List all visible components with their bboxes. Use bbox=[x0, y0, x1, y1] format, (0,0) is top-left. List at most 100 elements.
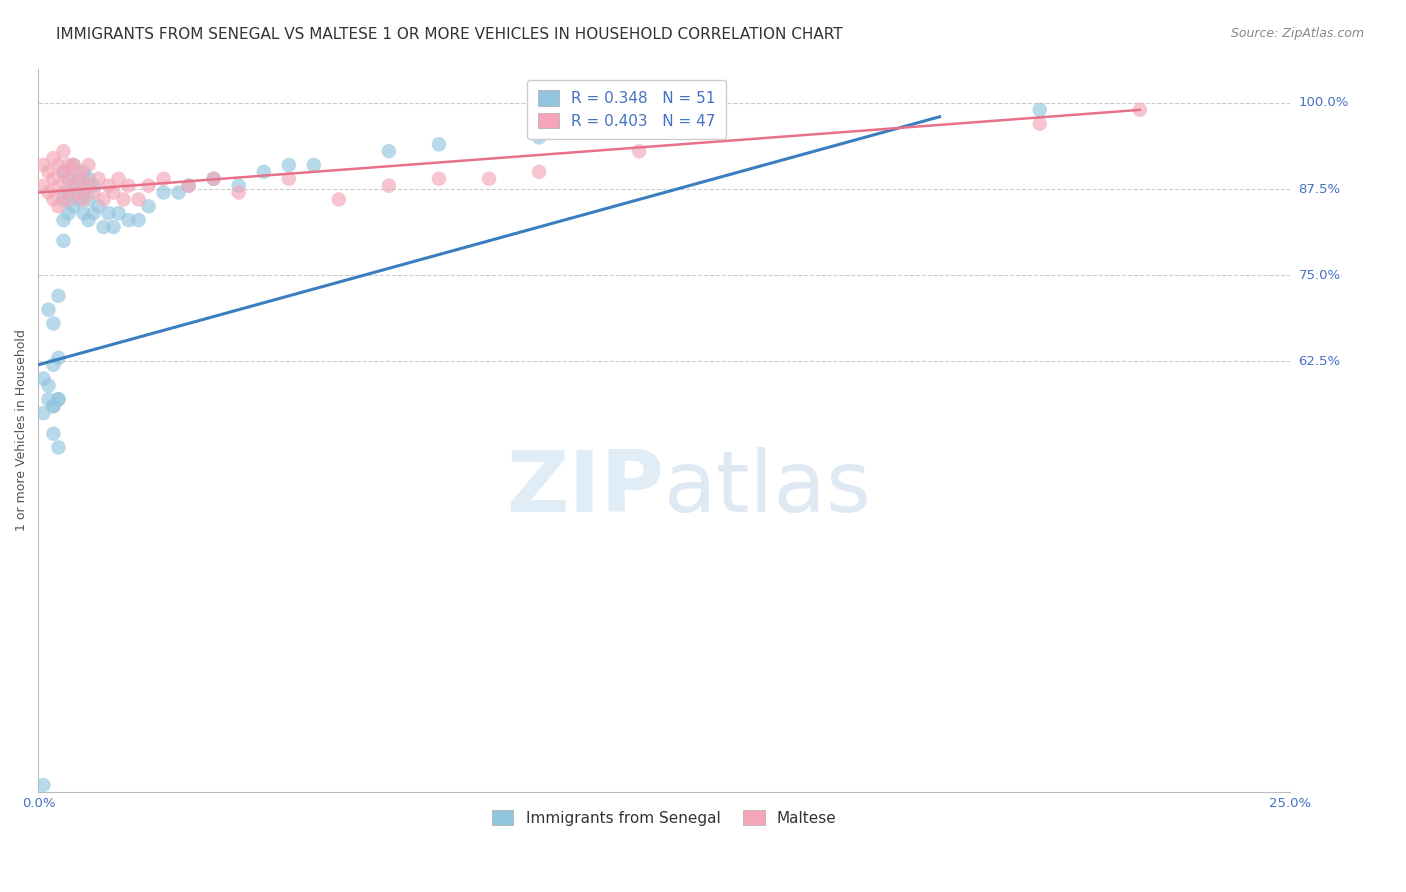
Point bbox=[32, 371, 55, 385]
Point bbox=[37, 165, 59, 179]
Point bbox=[117, 213, 139, 227]
Point bbox=[87, 199, 110, 213]
Point bbox=[1029, 117, 1052, 131]
Point bbox=[62, 178, 84, 193]
Point bbox=[103, 186, 125, 200]
Point bbox=[48, 392, 70, 407]
Text: 62.5%: 62.5% bbox=[1299, 355, 1340, 368]
Point bbox=[107, 206, 129, 220]
Point bbox=[42, 171, 65, 186]
Point bbox=[82, 206, 104, 220]
Point bbox=[167, 186, 190, 200]
Point bbox=[378, 178, 401, 193]
Text: ZIP: ZIP bbox=[506, 447, 664, 530]
Point bbox=[48, 158, 70, 172]
Point bbox=[1029, 103, 1052, 117]
Point bbox=[77, 193, 100, 207]
Point bbox=[77, 171, 100, 186]
Point bbox=[202, 171, 225, 186]
Point bbox=[37, 378, 59, 392]
Point bbox=[277, 171, 299, 186]
Point bbox=[678, 117, 700, 131]
Point bbox=[52, 186, 75, 200]
Point bbox=[58, 158, 80, 172]
Point bbox=[1129, 103, 1152, 117]
Text: atlas: atlas bbox=[664, 447, 872, 530]
Point bbox=[67, 186, 90, 200]
Point bbox=[67, 171, 90, 186]
Point bbox=[107, 171, 129, 186]
Point bbox=[277, 158, 299, 172]
Point bbox=[67, 165, 90, 179]
Point bbox=[128, 193, 150, 207]
Point bbox=[42, 426, 65, 441]
Point bbox=[138, 199, 160, 213]
Text: 75.0%: 75.0% bbox=[1299, 268, 1340, 282]
Point bbox=[72, 186, 94, 200]
Point bbox=[58, 186, 80, 200]
Point bbox=[97, 178, 120, 193]
Point bbox=[427, 171, 450, 186]
Point bbox=[72, 206, 94, 220]
Text: 100.0%: 100.0% bbox=[1299, 96, 1348, 110]
Point bbox=[427, 137, 450, 152]
Point bbox=[228, 186, 250, 200]
Point bbox=[253, 165, 276, 179]
Point bbox=[478, 171, 501, 186]
Point bbox=[37, 392, 59, 407]
Text: IMMIGRANTS FROM SENEGAL VS MALTESE 1 OR MORE VEHICLES IN HOUSEHOLD CORRELATION C: IMMIGRANTS FROM SENEGAL VS MALTESE 1 OR … bbox=[56, 27, 842, 42]
Point bbox=[77, 213, 100, 227]
Point bbox=[32, 158, 55, 172]
Point bbox=[52, 165, 75, 179]
Point bbox=[128, 213, 150, 227]
Point bbox=[628, 145, 651, 159]
Text: Source: ZipAtlas.com: Source: ZipAtlas.com bbox=[1230, 27, 1364, 40]
Point bbox=[37, 186, 59, 200]
Point bbox=[82, 178, 104, 193]
Point bbox=[177, 178, 200, 193]
Point bbox=[32, 178, 55, 193]
Point bbox=[58, 171, 80, 186]
Point bbox=[42, 358, 65, 372]
Point bbox=[82, 186, 104, 200]
Point bbox=[138, 178, 160, 193]
Point bbox=[93, 219, 115, 234]
Point bbox=[228, 178, 250, 193]
Point bbox=[72, 171, 94, 186]
Point bbox=[527, 165, 550, 179]
Point bbox=[72, 165, 94, 179]
Point bbox=[62, 158, 84, 172]
Point bbox=[62, 158, 84, 172]
Point bbox=[52, 193, 75, 207]
Point bbox=[48, 392, 70, 407]
Point bbox=[93, 193, 115, 207]
Point bbox=[48, 441, 70, 455]
Point bbox=[37, 302, 59, 317]
Point bbox=[48, 178, 70, 193]
Point bbox=[117, 178, 139, 193]
Point bbox=[42, 193, 65, 207]
Point bbox=[48, 289, 70, 303]
Point bbox=[302, 158, 325, 172]
Point bbox=[87, 171, 110, 186]
Point bbox=[152, 186, 174, 200]
Point bbox=[52, 145, 75, 159]
Point bbox=[42, 317, 65, 331]
Point bbox=[62, 199, 84, 213]
Point bbox=[58, 206, 80, 220]
Point bbox=[48, 351, 70, 365]
Point bbox=[58, 193, 80, 207]
Point bbox=[72, 193, 94, 207]
Point bbox=[58, 171, 80, 186]
Point bbox=[62, 178, 84, 193]
Y-axis label: 1 or more Vehicles in Household: 1 or more Vehicles in Household bbox=[15, 329, 28, 531]
Point bbox=[378, 145, 401, 159]
Point bbox=[52, 213, 75, 227]
Point bbox=[42, 151, 65, 165]
Point bbox=[152, 171, 174, 186]
Point bbox=[77, 158, 100, 172]
Point bbox=[97, 206, 120, 220]
Point bbox=[52, 234, 75, 248]
Point bbox=[202, 171, 225, 186]
Point bbox=[77, 178, 100, 193]
